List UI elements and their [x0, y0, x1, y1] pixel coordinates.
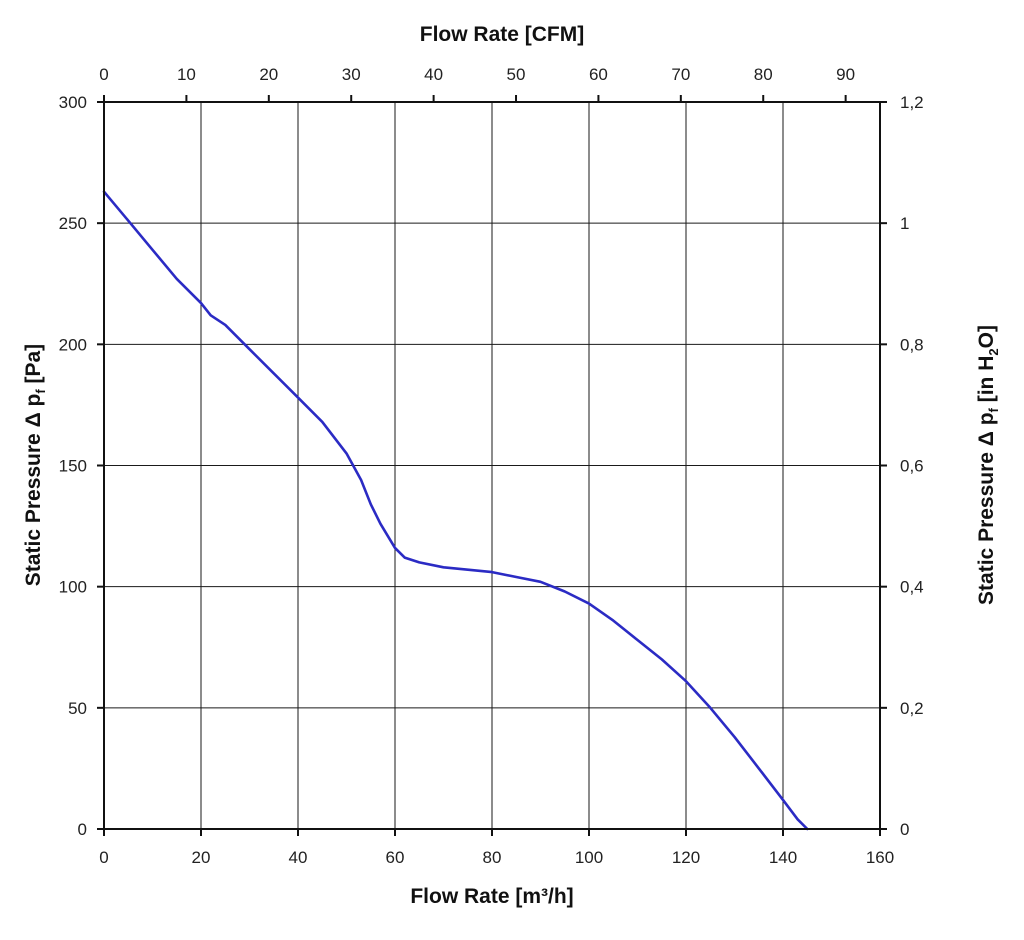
x2-tick-label: 50 — [507, 65, 526, 84]
y2-axis-title-subscript: f — [986, 407, 1001, 412]
x-tick-label: 160 — [866, 848, 894, 867]
x-tick-label: 40 — [289, 848, 308, 867]
grid-lines — [104, 102, 880, 829]
y2-axis-title-subscript-2: 2 — [986, 348, 1001, 355]
y2-tick-label: 0 — [900, 820, 909, 839]
x2-axis-title: Flow Rate [CFM] — [420, 23, 584, 46]
y-tick-label: 0 — [78, 820, 87, 839]
y-axis-title-subscript: f — [33, 389, 48, 394]
x2-tick-label: 70 — [671, 65, 690, 84]
left-y-tick-labels: 0 50 100 150 200 250 300 — [59, 93, 87, 839]
x-tick-label: 60 — [386, 848, 405, 867]
data-series — [102, 190, 809, 831]
y2-axis-title-main: Static Pressure Δ p — [975, 412, 998, 605]
x-tick-label: 0 — [99, 848, 108, 867]
x-tick-label: 100 — [575, 848, 603, 867]
x2-tick-label: 20 — [259, 65, 278, 84]
y-axis-title-main: Static Pressure Δ p — [22, 394, 45, 587]
y2-tick-label: 0,2 — [900, 699, 924, 718]
y2-axis-title-unit-a: [in H — [975, 356, 998, 409]
pressure-curve — [102, 190, 809, 831]
x2-tick-label: 60 — [589, 65, 608, 84]
top-x-tick-labels: 0 10 20 30 40 50 60 70 80 90 — [99, 65, 855, 84]
y2-axis-title-unit-b: O] — [975, 325, 998, 348]
y-tick-label: 200 — [59, 335, 87, 354]
x2-tick-label: 40 — [424, 65, 443, 84]
y-tick-label: 50 — [68, 699, 87, 718]
x-tick-label: 80 — [483, 848, 502, 867]
x2-tick-label: 10 — [177, 65, 196, 84]
x-axis-title: Flow Rate [m³/h] — [410, 885, 573, 908]
tick-marks — [97, 95, 887, 836]
x2-tick-label: 80 — [754, 65, 773, 84]
y-tick-label: 250 — [59, 214, 87, 233]
bottom-x-tick-labels: 0 20 40 60 80 100 120 140 160 — [99, 848, 894, 867]
y2-tick-label: 0,4 — [900, 578, 924, 597]
y-tick-label: 100 — [59, 578, 87, 597]
y2-tick-label: 0,8 — [900, 335, 924, 354]
x-tick-label: 120 — [672, 848, 700, 867]
y-axis-title: Static Pressure Δ pf [Pa] — [22, 344, 48, 586]
y-tick-label: 150 — [59, 457, 87, 476]
y2-axis-title: Static Pressure Δ pf [in H2O] — [975, 325, 1001, 605]
x2-tick-label: 30 — [342, 65, 361, 84]
right-y-tick-labels: 0 0,2 0,4 0,6 0,8 1 1,2 — [900, 93, 924, 839]
y-tick-label: 300 — [59, 93, 87, 112]
y2-tick-label: 1,2 — [900, 93, 924, 112]
y2-tick-label: 0,6 — [900, 457, 924, 476]
x2-tick-label: 0 — [99, 65, 108, 84]
y-axis-title-unit: [Pa] — [22, 344, 45, 390]
x2-tick-label: 90 — [836, 65, 855, 84]
x-tick-label: 20 — [192, 848, 211, 867]
x-tick-label: 140 — [769, 848, 797, 867]
y2-tick-label: 1 — [900, 214, 909, 233]
